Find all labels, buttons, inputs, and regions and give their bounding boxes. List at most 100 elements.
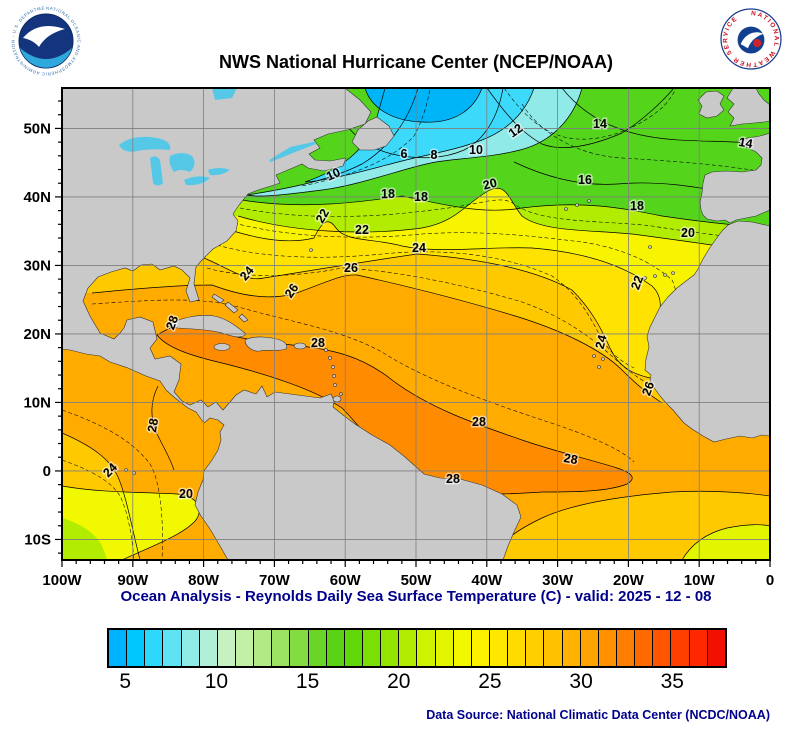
colorbar-cell xyxy=(380,630,399,666)
contour-value-label: 28 xyxy=(563,451,579,467)
lon-tick-label: 40W xyxy=(471,572,503,589)
contour-value-label: 26 xyxy=(344,261,358,275)
sst-southeast-corner-cool xyxy=(682,524,770,560)
contour-23-dashed xyxy=(216,244,635,369)
map-caption: Ocean Analysis - Reynolds Daily Sea Surf… xyxy=(120,588,712,605)
land-puerto-rico xyxy=(293,342,307,350)
lon-tick-label: 100W xyxy=(42,572,82,589)
contour-value-label: 28 xyxy=(472,415,486,429)
data-source-note: Data Source: National Climatic Data Cent… xyxy=(426,708,770,722)
contour-value-label: 22 xyxy=(628,274,646,292)
contour-value-label: 22 xyxy=(355,223,369,237)
colorbar-tick-label: 30 xyxy=(569,670,593,693)
colorbar-cell xyxy=(543,630,562,666)
contour-24-pacific xyxy=(62,432,141,560)
page-title: NWS National Hurricane Center (NCEP/NOAA… xyxy=(218,52,614,72)
lon-tick-label: 30W xyxy=(542,572,574,589)
sst-pacific-cold-tongue xyxy=(62,518,107,560)
colorbar-cell xyxy=(470,630,489,666)
contour-value-label: 26 xyxy=(639,380,657,398)
lon-tick-label: 80W xyxy=(188,572,220,589)
lon-tick-label: 50W xyxy=(401,572,433,589)
contour-value-label: 18 xyxy=(381,187,395,201)
sst-band-5-8-cold xyxy=(305,88,534,182)
colorbar-cell xyxy=(434,630,453,666)
contour-value-label: 28 xyxy=(163,314,181,332)
contour-value-label: 24 xyxy=(412,241,426,255)
lon-tick-label: 90W xyxy=(117,572,149,589)
lon-tick-label: 0 xyxy=(766,572,774,589)
contour-value-label: 28 xyxy=(446,472,460,486)
colorbar-cell xyxy=(198,630,217,666)
land-azores xyxy=(564,199,591,211)
lat-tick-label: 0 xyxy=(43,463,51,480)
contour-20-pacific xyxy=(62,485,200,560)
contour-value-label: 20 xyxy=(681,226,695,240)
contour-4 xyxy=(364,88,483,123)
land-newfoundland xyxy=(351,116,395,151)
colorbar-cell xyxy=(289,630,308,666)
lon-tick-label: 10W xyxy=(684,572,716,589)
nws-logo: NATIONAL WEATHER SERVICE xyxy=(720,8,782,75)
contour-22-pacific-dashed xyxy=(62,459,135,560)
lon-tick-label: 20W xyxy=(613,572,645,589)
lake-superior xyxy=(119,136,171,152)
axes-layer: 50N 40N 30N 20N 10N 0 10S 100W 90W 80W 70W 60W 50W 40… xyxy=(23,100,774,589)
colorbar-cell xyxy=(507,630,526,666)
colorbar-tick-label: 5 xyxy=(119,670,132,693)
contour-value-label: 20 xyxy=(481,176,498,193)
contour-value-label: 16 xyxy=(578,173,592,187)
colorbar-cell xyxy=(525,630,544,666)
colorbar-cell xyxy=(688,630,707,666)
land-britain xyxy=(726,88,770,127)
colorbar-tick-labels: 5 10 15 20 25 30 35 xyxy=(107,670,727,696)
inland-water-layer xyxy=(119,88,316,186)
nws-emblem-front xyxy=(740,32,764,49)
contour-9-dashed xyxy=(301,88,431,187)
land-ireland xyxy=(697,90,725,119)
lat-tick-label: 10N xyxy=(23,394,51,411)
lat-tick-label: 10S xyxy=(24,531,51,548)
colorbar-cell xyxy=(307,630,326,666)
nws-logo-graphic: NATIONAL WEATHER SERVICE xyxy=(720,8,782,70)
sst-band-under-5-cold xyxy=(365,88,482,123)
land-bermuda xyxy=(309,248,313,252)
colorbar-cell xyxy=(634,630,653,666)
contour-26-south xyxy=(491,490,770,560)
contour-24-south xyxy=(681,524,770,560)
contour-20 xyxy=(237,187,770,255)
colorbar-cell xyxy=(615,630,635,666)
land-bahamas xyxy=(211,293,249,323)
lake-michigan xyxy=(150,156,163,186)
colorbar-cell xyxy=(234,630,254,666)
land-canary-islands xyxy=(643,271,675,280)
contour-26-pacific-dashed xyxy=(62,409,163,560)
land-americas xyxy=(62,88,522,560)
colorbar-cell xyxy=(706,630,725,666)
contour-18 xyxy=(241,195,770,229)
contour-value-label: 18 xyxy=(414,190,428,204)
contour-lines xyxy=(62,88,770,560)
colorbar-cell xyxy=(144,630,163,666)
colorbar-cell xyxy=(253,630,272,666)
colorbar-cell xyxy=(361,630,381,666)
noaa-logo: NATIONAL OCEANIC AND ATMOSPHERIC ADMINIS… xyxy=(8,1,82,82)
contour-13-dashed xyxy=(503,88,677,140)
contour-25-dashed xyxy=(206,267,657,389)
contour-12 xyxy=(486,88,675,148)
colorbar-cell xyxy=(325,630,344,666)
lat-tick-label: 20N xyxy=(23,326,51,343)
colorbar-cell xyxy=(126,630,145,666)
contour-19-dashed xyxy=(239,199,770,242)
colorbar-cell xyxy=(109,630,127,666)
colorbar-cell xyxy=(452,630,471,666)
land-hispaniola xyxy=(244,336,288,352)
land-lesser-antilles xyxy=(318,341,343,403)
contour-26 xyxy=(91,274,663,404)
contour-10 xyxy=(246,88,583,197)
colorbar-tick-label: 25 xyxy=(478,670,502,693)
land-africa xyxy=(644,220,770,443)
colorbar-cell xyxy=(652,630,671,666)
contour-value-label: 18 xyxy=(630,199,644,213)
